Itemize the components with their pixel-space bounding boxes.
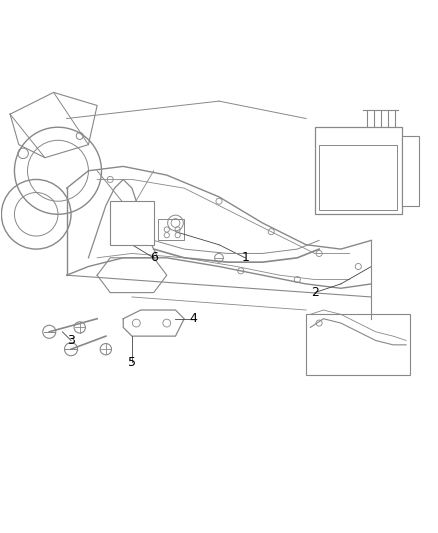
Bar: [306, 314, 410, 375]
Text: 3: 3: [67, 334, 75, 347]
Text: 1: 1: [241, 251, 249, 264]
Bar: [110, 201, 154, 245]
Text: 4: 4: [189, 312, 197, 325]
Text: 5: 5: [128, 356, 136, 369]
Bar: [158, 219, 184, 240]
Bar: [402, 136, 419, 206]
Text: 6: 6: [150, 251, 158, 264]
Bar: [319, 144, 397, 210]
Text: 2: 2: [311, 286, 319, 299]
Bar: [315, 127, 402, 214]
